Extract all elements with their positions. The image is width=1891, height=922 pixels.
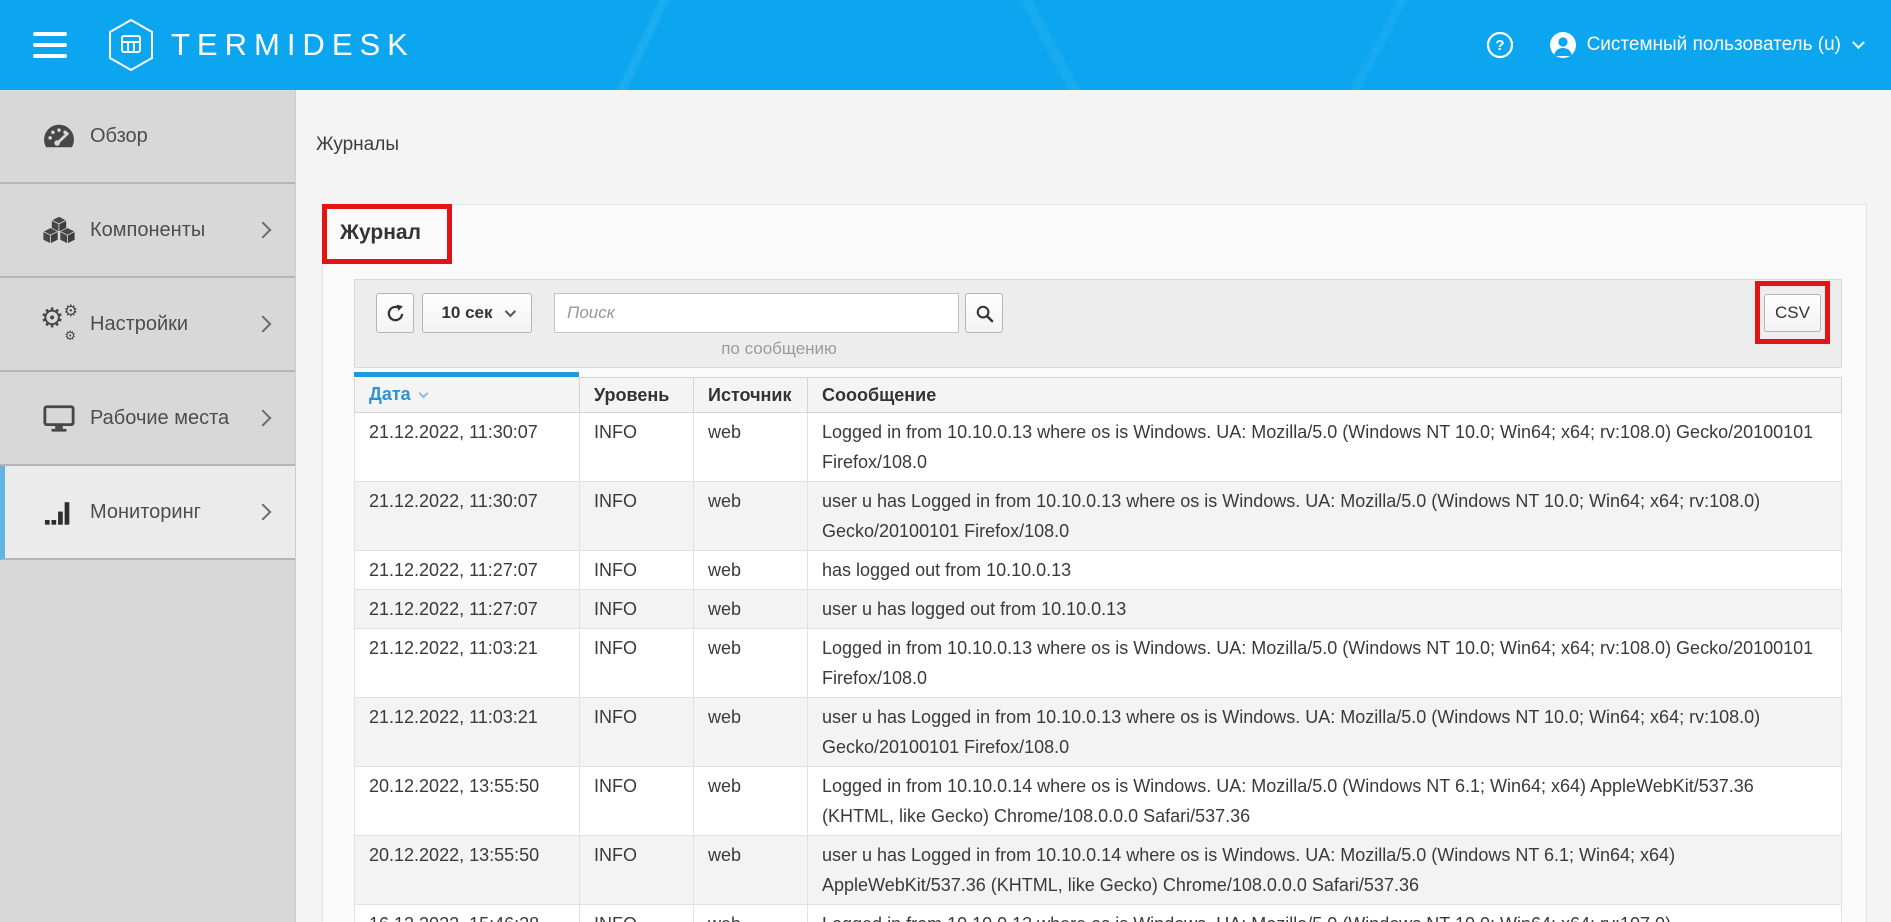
table-header-row: Дата Уровень Источник Соообщение bbox=[354, 377, 1842, 413]
chevron-right-icon bbox=[254, 409, 272, 427]
refresh-interval-dropdown[interactable]: 10 сек bbox=[422, 293, 532, 333]
cell-level: INFO bbox=[579, 766, 694, 836]
cell-source: web bbox=[693, 835, 808, 905]
column-header-level[interactable]: Уровень bbox=[579, 377, 694, 413]
sidebar-item-label: Компоненты bbox=[90, 218, 206, 241]
table-row: 16.12.2022, 15:46:28 INFO web Logged in … bbox=[354, 904, 1842, 922]
cell-message: user u has Logged in from 10.10.0.13 whe… bbox=[807, 697, 1842, 767]
cell-source: web bbox=[693, 766, 808, 836]
sidebar-item-settings[interactable]: ⚙ ⚙ ⚙ Настройки bbox=[0, 278, 295, 372]
desktop-icon bbox=[40, 404, 78, 433]
refresh-button[interactable] bbox=[376, 293, 414, 333]
table-row: 21.12.2022, 11:30:07 INFO web user u has… bbox=[354, 481, 1842, 551]
cell-message: Logged in from 10.10.0.13 where os is Wi… bbox=[807, 628, 1842, 698]
help-icon[interactable]: ? bbox=[1486, 31, 1514, 59]
journal-table: Дата Уровень Источник Соообщение 21.12.2… bbox=[354, 377, 1842, 922]
cell-date: 21.12.2022, 11:30:07 bbox=[354, 481, 580, 551]
cell-message: user u has logged out from 10.10.0.13 bbox=[807, 589, 1842, 629]
cell-date: 21.12.2022, 11:27:07 bbox=[354, 550, 580, 590]
hamburger-menu-icon[interactable] bbox=[33, 32, 67, 58]
cell-source: web bbox=[693, 904, 808, 922]
column-header-source[interactable]: Источник bbox=[693, 377, 808, 413]
search-button[interactable] bbox=[965, 293, 1003, 333]
cell-message: user u has Logged in from 10.10.0.14 whe… bbox=[807, 835, 1842, 905]
sidebar-item-label: Мониторинг bbox=[90, 500, 201, 523]
hexagon-logo-icon bbox=[107, 18, 155, 72]
sidebar-item-components[interactable]: Компоненты bbox=[0, 184, 295, 278]
table-row: 20.12.2022, 13:55:50 INFO web Logged in … bbox=[354, 766, 1842, 836]
column-header-message[interactable]: Соообщение bbox=[807, 377, 1842, 413]
cell-date: 21.12.2022, 11:03:21 bbox=[354, 697, 580, 767]
cell-source: web bbox=[693, 412, 808, 482]
cell-date: 20.12.2022, 13:55:50 bbox=[354, 766, 580, 836]
search-input[interactable] bbox=[554, 293, 959, 333]
table-row: 21.12.2022, 11:30:07 INFO web Logged in … bbox=[354, 412, 1842, 482]
refresh-icon bbox=[386, 304, 405, 323]
table-row: 21.12.2022, 11:27:07 INFO web user u has… bbox=[354, 589, 1842, 629]
gears-icon: ⚙ ⚙ ⚙ bbox=[40, 301, 78, 344]
breadcrumb: Журналы bbox=[316, 134, 399, 155]
cell-message: Logged in from 10.10.0.14 where os is Wi… bbox=[807, 766, 1842, 836]
table-row: 20.12.2022, 13:55:50 INFO web user u has… bbox=[354, 835, 1842, 905]
cubes-icon bbox=[40, 215, 78, 245]
search-icon bbox=[975, 304, 994, 323]
cell-source: web bbox=[693, 481, 808, 551]
page-title: Журнал bbox=[340, 221, 421, 244]
cell-date: 21.12.2022, 11:03:21 bbox=[354, 628, 580, 698]
table-row: 21.12.2022, 11:03:21 INFO web user u has… bbox=[354, 697, 1842, 767]
user-avatar-icon bbox=[1548, 30, 1578, 60]
search-hint-label: по сообщению bbox=[721, 339, 837, 358]
brand-name: TERMIDESK bbox=[171, 27, 415, 62]
cell-date: 21.12.2022, 11:27:07 bbox=[354, 589, 580, 629]
cell-level: INFO bbox=[579, 412, 694, 482]
cell-date: 20.12.2022, 13:55:50 bbox=[354, 835, 580, 905]
cell-level: INFO bbox=[579, 904, 694, 922]
sidebar-nav: Обзор Компоненты bbox=[0, 90, 296, 922]
cell-level: INFO bbox=[579, 835, 694, 905]
chevron-right-icon bbox=[254, 503, 272, 521]
cell-level: INFO bbox=[579, 697, 694, 767]
sidebar-item-overview[interactable]: Обзор bbox=[0, 90, 295, 184]
svg-text:?: ? bbox=[1495, 37, 1504, 54]
table-row: 21.12.2022, 11:27:07 INFO web has logged… bbox=[354, 550, 1842, 590]
column-header-date[interactable]: Дата bbox=[354, 377, 580, 413]
brand-logo[interactable]: TERMIDESK bbox=[107, 18, 415, 72]
main-content: Журналы Журнал bbox=[296, 90, 1891, 922]
sorted-column-indicator-bar bbox=[354, 372, 579, 377]
cell-message: Logged in from 10.10.0.13 where os is Wi… bbox=[807, 412, 1842, 482]
table-row: 21.12.2022, 11:03:21 INFO web Logged in … bbox=[354, 628, 1842, 698]
cell-date: 16.12.2022, 15:46:28 bbox=[354, 904, 580, 922]
journal-card: Журнал 10 сек bbox=[322, 204, 1867, 922]
sidebar-item-monitoring[interactable]: Мониторинг bbox=[0, 466, 295, 560]
user-name-label: Системный пользователь (u) bbox=[1586, 34, 1841, 55]
cell-source: web bbox=[693, 589, 808, 629]
cell-message: has logged out from 10.10.0.13 bbox=[807, 550, 1842, 590]
cell-source: web bbox=[693, 628, 808, 698]
cell-level: INFO bbox=[579, 628, 694, 698]
gauge-icon bbox=[40, 122, 78, 150]
sidebar-item-label: Обзор bbox=[90, 124, 148, 147]
cell-message: user u has Logged in from 10.10.0.13 whe… bbox=[807, 481, 1842, 551]
filter-panel: 10 сек CSV bbox=[354, 279, 1842, 368]
cell-level: INFO bbox=[579, 481, 694, 551]
cell-message: Logged in from 10.10.0.13 where os is Wi… bbox=[807, 904, 1842, 922]
sidebar-item-label: Рабочие места bbox=[90, 406, 230, 429]
chevron-right-icon bbox=[254, 315, 272, 333]
cell-source: web bbox=[693, 697, 808, 767]
chevron-down-icon bbox=[504, 305, 516, 318]
top-header: TERMIDESK ? Системный пользователь (u) bbox=[0, 0, 1891, 90]
sidebar-item-label: Настройки bbox=[90, 312, 189, 335]
signal-bars-icon bbox=[40, 499, 78, 526]
cell-level: INFO bbox=[579, 550, 694, 590]
cell-source: web bbox=[693, 550, 808, 590]
sort-desc-icon bbox=[418, 388, 429, 399]
chevron-right-icon bbox=[254, 221, 272, 239]
refresh-interval-value: 10 сек bbox=[441, 303, 493, 322]
cell-level: INFO bbox=[579, 589, 694, 629]
sidebar-item-workplaces[interactable]: Рабочие места bbox=[0, 372, 295, 466]
chevron-down-icon bbox=[1852, 35, 1865, 49]
user-menu[interactable]: Системный пользователь (u) bbox=[1548, 30, 1865, 60]
csv-export-button[interactable]: CSV bbox=[1764, 294, 1821, 332]
cell-date: 21.12.2022, 11:30:07 bbox=[354, 412, 580, 482]
